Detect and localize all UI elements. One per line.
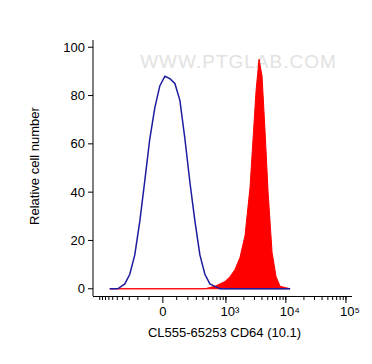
- minor-tick: [203, 297, 204, 301]
- y-tick: [88, 47, 93, 48]
- minor-tick: [129, 297, 130, 301]
- plot-area: [110, 59, 290, 288]
- minor-tick: [176, 297, 177, 301]
- minor-tick: [314, 297, 315, 301]
- y-tick: [88, 192, 93, 193]
- minor-tick: [336, 297, 337, 301]
- y-axis-label: Relative cell number: [27, 106, 42, 224]
- minor-tick: [272, 297, 273, 301]
- minor-tick: [212, 297, 213, 301]
- minor-tick: [340, 297, 341, 301]
- y-tick: [88, 143, 93, 144]
- minor-tick: [220, 297, 221, 301]
- minor-tick: [327, 297, 328, 301]
- x-tick: [285, 297, 286, 304]
- x-axis-label: CL555-65253 CD64 (10.1): [148, 325, 301, 340]
- minor-tick: [149, 297, 150, 301]
- watermark: WWW.PTGLAB.COM: [140, 51, 337, 72]
- minor-tick: [122, 297, 123, 301]
- minor-tick: [280, 297, 281, 301]
- minor-tick: [112, 297, 113, 301]
- y-tick: [88, 240, 93, 241]
- minor-tick: [187, 297, 188, 301]
- minor-tick: [276, 297, 277, 301]
- minor-tick: [254, 297, 255, 301]
- minor-tick: [283, 297, 284, 301]
- minor-tick: [216, 297, 217, 301]
- x-tick-label: 10⁵: [340, 304, 360, 319]
- x-tick: [225, 297, 226, 304]
- minor-tick: [99, 297, 100, 301]
- y-tick-label: 100: [63, 40, 85, 55]
- minor-tick: [332, 297, 333, 301]
- minor-tick: [137, 297, 138, 301]
- y-tick-label: 40: [71, 185, 85, 200]
- minor-tick: [105, 297, 106, 301]
- minor-tick: [267, 297, 268, 301]
- y-tick: [88, 95, 93, 96]
- minor-tick: [208, 297, 209, 301]
- x-tick-label: 10⁴: [280, 304, 300, 319]
- minor-tick: [102, 297, 103, 301]
- y-tick-label: 20: [71, 233, 85, 248]
- x-axis: [93, 296, 352, 297]
- chart: WWW.PTGLAB.COM 0 20 40 60 80 100 0 10³ 10⁴ 10⁵ CL55…: [0, 0, 372, 364]
- x-tick-label: 10³: [221, 304, 240, 319]
- x-tick-label: 0: [159, 304, 166, 319]
- x-tick: [345, 297, 346, 304]
- minor-tick: [343, 297, 344, 301]
- y-tick: [88, 288, 93, 289]
- minor-tick: [117, 297, 118, 301]
- y-tick-label: 80: [71, 88, 85, 103]
- minor-tick: [196, 297, 197, 301]
- area: [110, 59, 290, 288]
- minor-tick: [303, 297, 304, 301]
- x-tick: [162, 297, 163, 304]
- minor-tick: [243, 297, 244, 301]
- line: [110, 76, 290, 289]
- y-tick-label: 0: [78, 281, 85, 296]
- minor-tick: [223, 297, 224, 301]
- y-axis: [93, 40, 94, 296]
- minor-tick: [322, 297, 323, 301]
- minor-tick: [261, 297, 262, 301]
- minor-tick: [108, 297, 109, 301]
- y-tick-label: 60: [71, 136, 85, 151]
